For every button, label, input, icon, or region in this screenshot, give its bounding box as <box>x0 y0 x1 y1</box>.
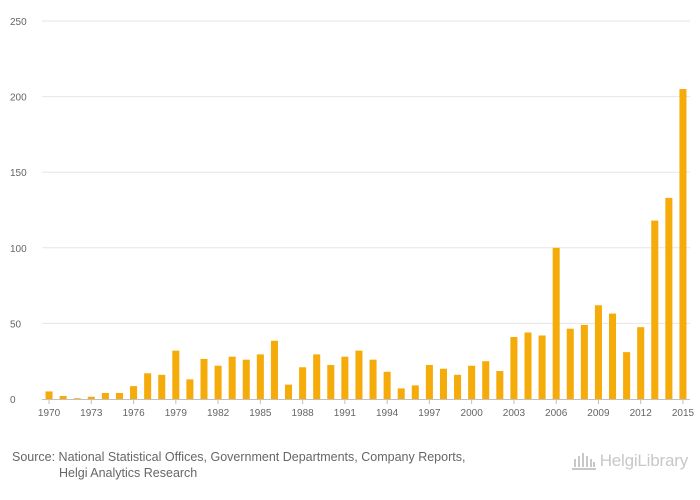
bar-1989 <box>313 354 321 399</box>
bar-2000 <box>468 365 476 399</box>
x-tick-label: 1973 <box>80 408 103 419</box>
x-tick-label: 2006 <box>545 408 568 419</box>
bar-2012 <box>637 327 645 399</box>
bar-1995 <box>397 388 405 399</box>
bar-1983 <box>228 356 236 399</box>
x-tick-label: 1979 <box>165 408 188 419</box>
y-tick-label: 50 <box>10 319 22 330</box>
x-tick-label: 2003 <box>503 408 526 419</box>
bar-chart: 0 50 100 150 200 250 1970 1973 1976 1979 1982 1985… <box>10 17 695 419</box>
library-building-icon <box>571 453 596 470</box>
bar-2002 <box>496 371 504 399</box>
bar-1992 <box>355 350 363 399</box>
bar-2011 <box>623 352 631 399</box>
bar-2004 <box>524 332 532 399</box>
bar-2013 <box>651 220 659 399</box>
bar-2010 <box>609 313 617 399</box>
bar-1993 <box>369 359 377 399</box>
bar-1977 <box>144 373 152 399</box>
x-tick-label: 1994 <box>376 408 399 419</box>
bar-1991 <box>341 356 349 399</box>
logo-text: HelgiLibrary <box>599 451 689 470</box>
x-tick-label: 1997 <box>418 408 441 419</box>
bar-2001 <box>482 361 490 399</box>
bar-2003 <box>510 337 518 399</box>
bar-1971 <box>59 395 67 399</box>
bar-1987 <box>285 384 293 399</box>
x-tick-label: 2012 <box>630 408 653 419</box>
bar-1998 <box>439 368 447 399</box>
x-tick-label: 1988 <box>291 408 314 419</box>
bar-1975 <box>115 392 123 399</box>
bar-1970 <box>45 391 53 399</box>
bar-1999 <box>454 374 462 399</box>
gridlines <box>42 20 690 324</box>
bar-1980 <box>186 379 194 399</box>
bar-2015 <box>679 89 687 399</box>
y-tick-label: 250 <box>10 17 27 28</box>
x-axis: 1970 1973 1976 1979 1982 1985 1988 1991 1994 1997… <box>38 399 695 419</box>
bar-1990 <box>327 364 335 399</box>
bar-1996 <box>411 385 419 399</box>
bar-2008 <box>580 324 588 399</box>
bar-series <box>45 89 687 399</box>
source-line-2: Helgi Analytics Research <box>59 466 198 480</box>
bar-2006 <box>552 247 560 399</box>
y-tick-label: 100 <box>10 244 27 255</box>
bar-1973 <box>87 396 95 399</box>
bar-1994 <box>383 371 391 399</box>
x-tick-label: 1976 <box>122 408 145 419</box>
bar-1986 <box>270 340 278 399</box>
bar-1985 <box>256 354 264 399</box>
y-axis: 0 50 100 150 200 250 <box>10 17 27 406</box>
bar-1982 <box>214 365 222 399</box>
chart-footer: Source: National Statistical Offices, Go… <box>0 440 700 500</box>
y-tick-label: 0 <box>10 395 16 406</box>
bar-2009 <box>594 305 602 399</box>
bar-1974 <box>101 392 109 399</box>
source-line-1: Source: National Statistical Offices, Go… <box>12 450 466 464</box>
x-tick-label: 2015 <box>672 408 695 419</box>
bar-2007 <box>566 328 574 399</box>
bar-2014 <box>665 197 673 399</box>
x-tick-label: 1982 <box>207 408 230 419</box>
bar-1981 <box>200 358 208 399</box>
x-tick-label: 2009 <box>587 408 610 419</box>
bar-1984 <box>242 359 250 399</box>
bar-1972 <box>73 398 81 399</box>
x-tick-label: 1991 <box>334 408 357 419</box>
y-tick-label: 200 <box>10 93 27 104</box>
bar-1976 <box>130 386 138 399</box>
x-tick-label: 1970 <box>38 408 61 419</box>
bar-1997 <box>425 364 433 399</box>
source-note: Source: National Statistical Offices, Go… <box>12 449 465 481</box>
bar-1978 <box>158 374 166 399</box>
bar-1988 <box>299 367 307 399</box>
helgi-library-logo: HelgiLibrary <box>571 451 688 471</box>
x-tick-label: 2000 <box>461 408 484 419</box>
bar-1979 <box>172 350 180 399</box>
y-tick-label: 150 <box>10 168 27 179</box>
x-tick-label: 1985 <box>249 408 272 419</box>
bar-2005 <box>538 335 546 399</box>
